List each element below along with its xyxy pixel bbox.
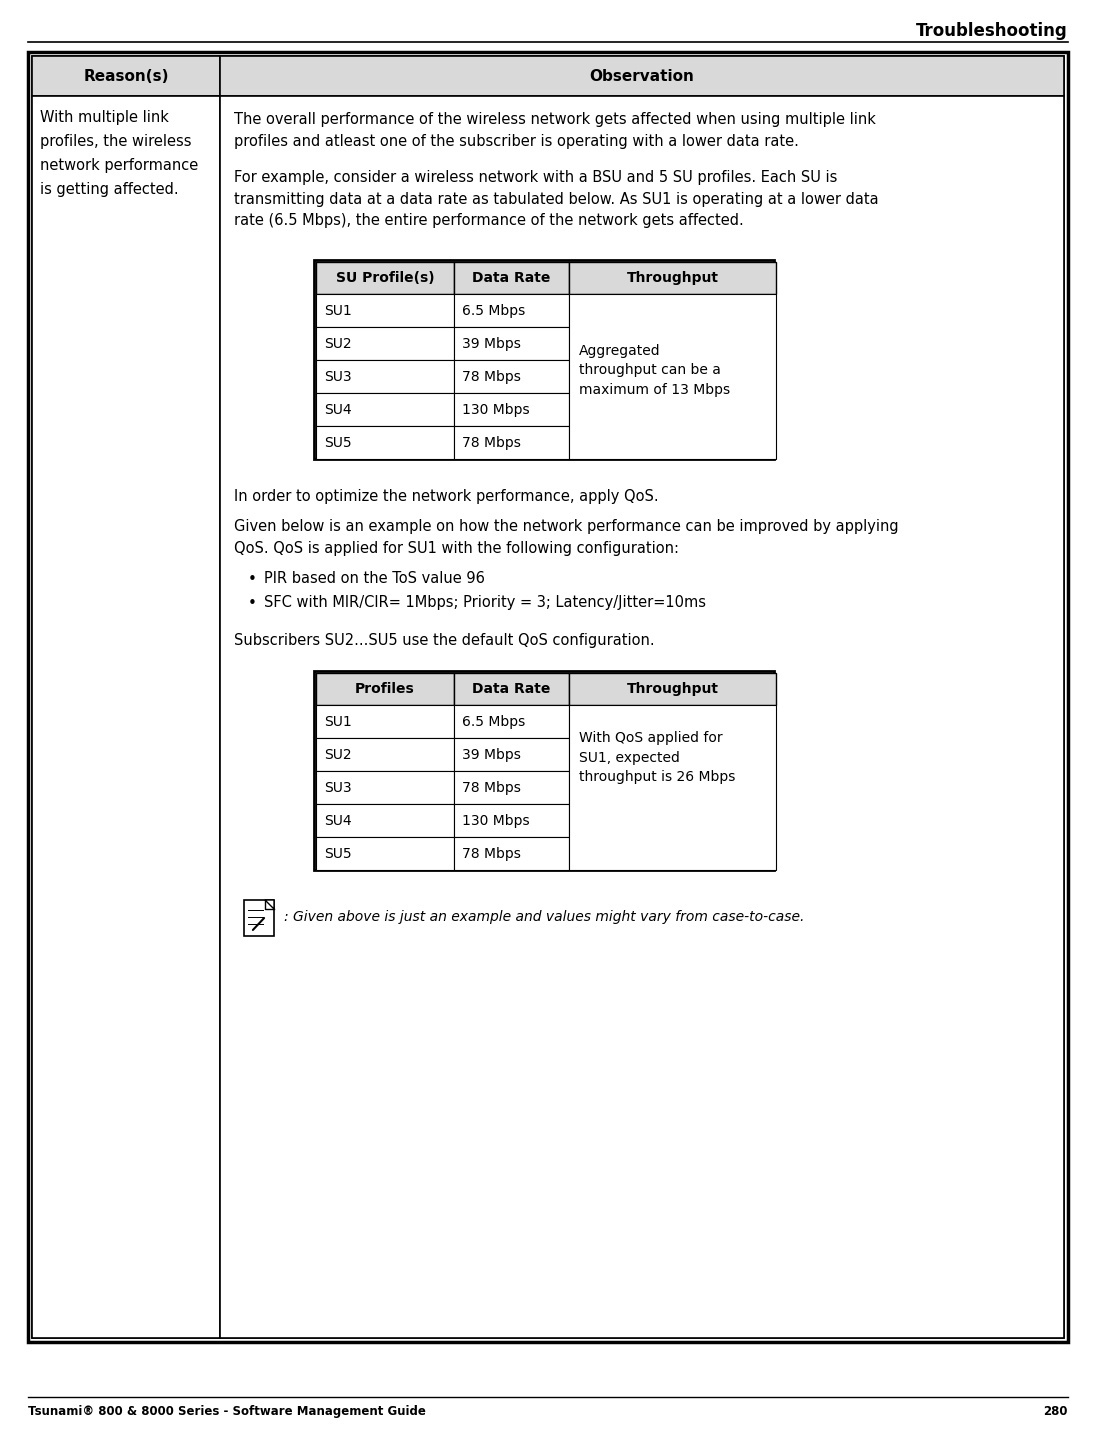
- Text: Troubleshooting: Troubleshooting: [916, 21, 1068, 40]
- Text: Data Rate: Data Rate: [472, 272, 550, 284]
- Text: Tsunami® 800 & 8000 Series - Software Management Guide: Tsunami® 800 & 8000 Series - Software Ma…: [28, 1405, 426, 1418]
- Bar: [316, 294, 454, 327]
- Text: SU5: SU5: [324, 846, 352, 860]
- Bar: [313, 260, 774, 459]
- Text: 130 Mbps: 130 Mbps: [463, 403, 529, 416]
- Text: Throughput: Throughput: [627, 272, 719, 284]
- Text: 39 Mbps: 39 Mbps: [463, 747, 521, 762]
- Text: SU2: SU2: [324, 747, 352, 762]
- Text: Reason(s): Reason(s): [83, 69, 169, 83]
- Text: 6.5 Mbps: 6.5 Mbps: [463, 714, 525, 729]
- Bar: [316, 737, 454, 772]
- Text: SU1: SU1: [324, 303, 352, 317]
- Text: 78 Mbps: 78 Mbps: [463, 846, 521, 860]
- Text: PIR based on the ToS value 96: PIR based on the ToS value 96: [264, 572, 484, 586]
- Bar: [454, 805, 569, 837]
- Text: SFC with MIR/CIR= 1Mbps; Priority = 3; Latency/Jitter=10ms: SFC with MIR/CIR= 1Mbps; Priority = 3; L…: [264, 594, 706, 610]
- Bar: [220, 96, 1064, 1338]
- Text: 130 Mbps: 130 Mbps: [463, 813, 529, 827]
- Bar: [316, 360, 454, 393]
- Text: SU1: SU1: [324, 714, 352, 729]
- Text: •: •: [248, 572, 256, 587]
- Bar: [220, 56, 1064, 96]
- Bar: [569, 294, 776, 459]
- Text: Data Rate: Data Rate: [472, 682, 550, 696]
- Text: 6.5 Mbps: 6.5 Mbps: [463, 303, 525, 317]
- Text: SU3: SU3: [324, 780, 352, 795]
- Bar: [316, 673, 454, 704]
- Text: 39 Mbps: 39 Mbps: [463, 336, 521, 350]
- Text: SU2: SU2: [324, 336, 352, 350]
- Bar: [569, 704, 776, 870]
- Bar: [454, 772, 569, 805]
- Bar: [316, 262, 772, 457]
- Text: Subscribers SU2...SU5 use the default QoS configuration.: Subscribers SU2...SU5 use the default Qo…: [235, 633, 654, 647]
- Text: SU5: SU5: [324, 436, 352, 450]
- Bar: [244, 900, 274, 936]
- Bar: [454, 262, 569, 294]
- Text: Given below is an example on how the network performance can be improved by appl: Given below is an example on how the net…: [235, 519, 899, 556]
- Text: The overall performance of the wireless network gets affected when using multipl: The overall performance of the wireless …: [235, 111, 876, 149]
- Text: Profiles: Profiles: [355, 682, 415, 696]
- Bar: [316, 704, 454, 737]
- Text: Observation: Observation: [590, 69, 695, 83]
- Bar: [454, 737, 569, 772]
- Bar: [313, 672, 774, 870]
- Bar: [32, 56, 1064, 1338]
- Text: 78 Mbps: 78 Mbps: [463, 436, 521, 450]
- Bar: [454, 673, 569, 704]
- Bar: [316, 393, 454, 426]
- Bar: [454, 327, 569, 360]
- Bar: [316, 327, 454, 360]
- Bar: [316, 673, 772, 867]
- Polygon shape: [265, 900, 274, 909]
- Text: •: •: [248, 596, 256, 612]
- Text: Throughput: Throughput: [627, 682, 719, 696]
- Bar: [32, 96, 220, 1338]
- Text: 280: 280: [1043, 1405, 1068, 1418]
- Text: 78 Mbps: 78 Mbps: [463, 370, 521, 383]
- Text: : Given above is just an example and values might vary from case-to-case.: : Given above is just an example and val…: [284, 910, 804, 925]
- Text: Aggregated
throughput can be a
maximum of 13 Mbps: Aggregated throughput can be a maximum o…: [579, 343, 730, 396]
- Bar: [454, 360, 569, 393]
- Bar: [316, 262, 454, 294]
- Text: SU4: SU4: [324, 403, 352, 416]
- Text: In order to optimize the network performance, apply QoS.: In order to optimize the network perform…: [235, 489, 659, 504]
- Text: SU3: SU3: [324, 370, 352, 383]
- Bar: [316, 805, 454, 837]
- Text: With multiple link
profiles, the wireless
network performance
is getting affecte: With multiple link profiles, the wireles…: [39, 110, 198, 197]
- Bar: [454, 704, 569, 737]
- Text: 78 Mbps: 78 Mbps: [463, 780, 521, 795]
- Text: SU4: SU4: [324, 813, 352, 827]
- Bar: [316, 426, 454, 459]
- Bar: [316, 837, 454, 870]
- Bar: [32, 56, 220, 96]
- Bar: [454, 837, 569, 870]
- Bar: [316, 772, 454, 805]
- Text: With QoS applied for
SU1, expected
throughput is 26 Mbps: With QoS applied for SU1, expected throu…: [579, 732, 735, 785]
- Bar: [454, 393, 569, 426]
- Bar: [454, 426, 569, 459]
- Bar: [454, 294, 569, 327]
- Bar: [569, 262, 776, 294]
- Bar: [569, 673, 776, 704]
- Text: For example, consider a wireless network with a BSU and 5 SU profiles. Each SU i: For example, consider a wireless network…: [235, 170, 879, 229]
- Text: SU Profile(s): SU Profile(s): [335, 272, 434, 284]
